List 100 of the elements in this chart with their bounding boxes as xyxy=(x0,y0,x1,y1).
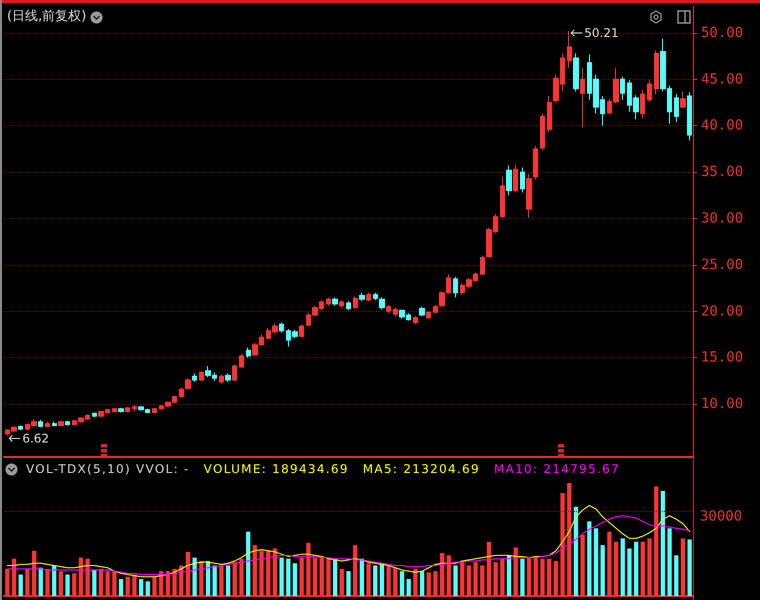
candlestick xyxy=(526,173,532,218)
candlestick xyxy=(199,370,204,382)
bar xyxy=(627,548,632,596)
bar xyxy=(138,579,144,596)
bar xyxy=(266,550,270,596)
candlestick xyxy=(279,322,284,334)
candlestick xyxy=(112,407,117,413)
bar xyxy=(332,558,338,596)
bar xyxy=(300,558,304,596)
bar xyxy=(65,574,70,596)
bar xyxy=(534,558,538,596)
bar xyxy=(118,579,124,596)
y-tick-label: 50.00 xyxy=(701,24,744,41)
bar xyxy=(594,528,598,596)
candlestick xyxy=(332,296,338,306)
bar xyxy=(393,568,398,596)
bar xyxy=(5,568,10,596)
bar xyxy=(580,534,585,596)
candlestick xyxy=(52,421,57,427)
candlestick xyxy=(118,407,124,413)
bar xyxy=(688,540,692,596)
y-tick-label: 30.00 xyxy=(701,210,744,227)
bar xyxy=(45,568,50,596)
text: MA10: 214795.67 xyxy=(494,462,620,476)
candlestick xyxy=(393,307,398,316)
y-tick-label: 45.00 xyxy=(701,71,744,88)
y-tick-label: 10.00 xyxy=(701,396,744,412)
bar xyxy=(346,571,351,596)
candlestick xyxy=(580,68,585,128)
bar xyxy=(85,558,90,596)
bar xyxy=(239,558,244,596)
bar xyxy=(446,555,451,596)
bar xyxy=(426,572,431,596)
bar xyxy=(179,565,184,596)
candlestick xyxy=(45,421,50,428)
bar xyxy=(25,568,30,596)
bar xyxy=(360,558,364,596)
candlestick xyxy=(654,50,659,95)
bar xyxy=(607,532,612,596)
bar xyxy=(514,547,518,596)
candlestick xyxy=(92,412,97,418)
candlestick xyxy=(125,406,130,413)
candlestick xyxy=(326,296,331,306)
bar xyxy=(413,568,418,596)
candlestick xyxy=(366,292,371,302)
candlestick xyxy=(500,176,505,220)
bar xyxy=(587,521,592,596)
bar xyxy=(654,486,658,596)
text: MA5: 213204.69 xyxy=(362,462,480,476)
bar xyxy=(647,538,652,596)
bar xyxy=(560,493,565,596)
candlestick xyxy=(65,420,70,426)
bar xyxy=(18,574,23,596)
candlestick xyxy=(18,424,23,431)
bar xyxy=(279,558,284,596)
bar xyxy=(259,550,264,596)
bar xyxy=(92,570,96,596)
candlestick xyxy=(232,364,237,382)
candlestick xyxy=(547,96,552,133)
bar xyxy=(199,560,204,596)
bar xyxy=(320,558,324,596)
candlestick xyxy=(239,353,244,368)
text: VOLUME: 189434.69 xyxy=(204,462,349,476)
candlestick xyxy=(353,296,358,310)
candlestick xyxy=(386,304,391,314)
candlestick xyxy=(413,315,418,325)
bar xyxy=(306,542,311,596)
bar xyxy=(473,562,478,596)
candlestick xyxy=(132,404,137,412)
bar xyxy=(166,571,170,596)
bar xyxy=(58,571,63,596)
candlestick xyxy=(38,419,43,428)
bar xyxy=(366,563,371,596)
bar xyxy=(146,581,150,596)
bar xyxy=(674,555,678,596)
candlestick xyxy=(680,90,686,109)
bar xyxy=(614,542,618,596)
candlestick xyxy=(520,166,525,194)
text: VOL-TDX(5,10) VVOL: - xyxy=(26,462,190,476)
bar xyxy=(159,571,164,596)
bar xyxy=(400,571,404,596)
bar xyxy=(494,562,498,596)
bar xyxy=(386,565,391,596)
candlestick xyxy=(640,89,645,119)
candlestick xyxy=(246,347,251,358)
bar xyxy=(440,553,444,596)
bar xyxy=(640,542,645,596)
candlestick xyxy=(506,165,512,196)
bar xyxy=(252,545,257,596)
candlestick xyxy=(567,30,572,69)
y-tick-label: 20.00 xyxy=(701,303,744,320)
candlestick xyxy=(480,255,485,276)
bar xyxy=(373,565,378,596)
bar xyxy=(453,565,458,596)
candlestick xyxy=(339,300,344,308)
candlestick xyxy=(299,324,304,338)
bar xyxy=(98,568,104,596)
candlestick xyxy=(359,292,365,302)
candlestick xyxy=(426,310,431,320)
bar xyxy=(226,565,230,596)
